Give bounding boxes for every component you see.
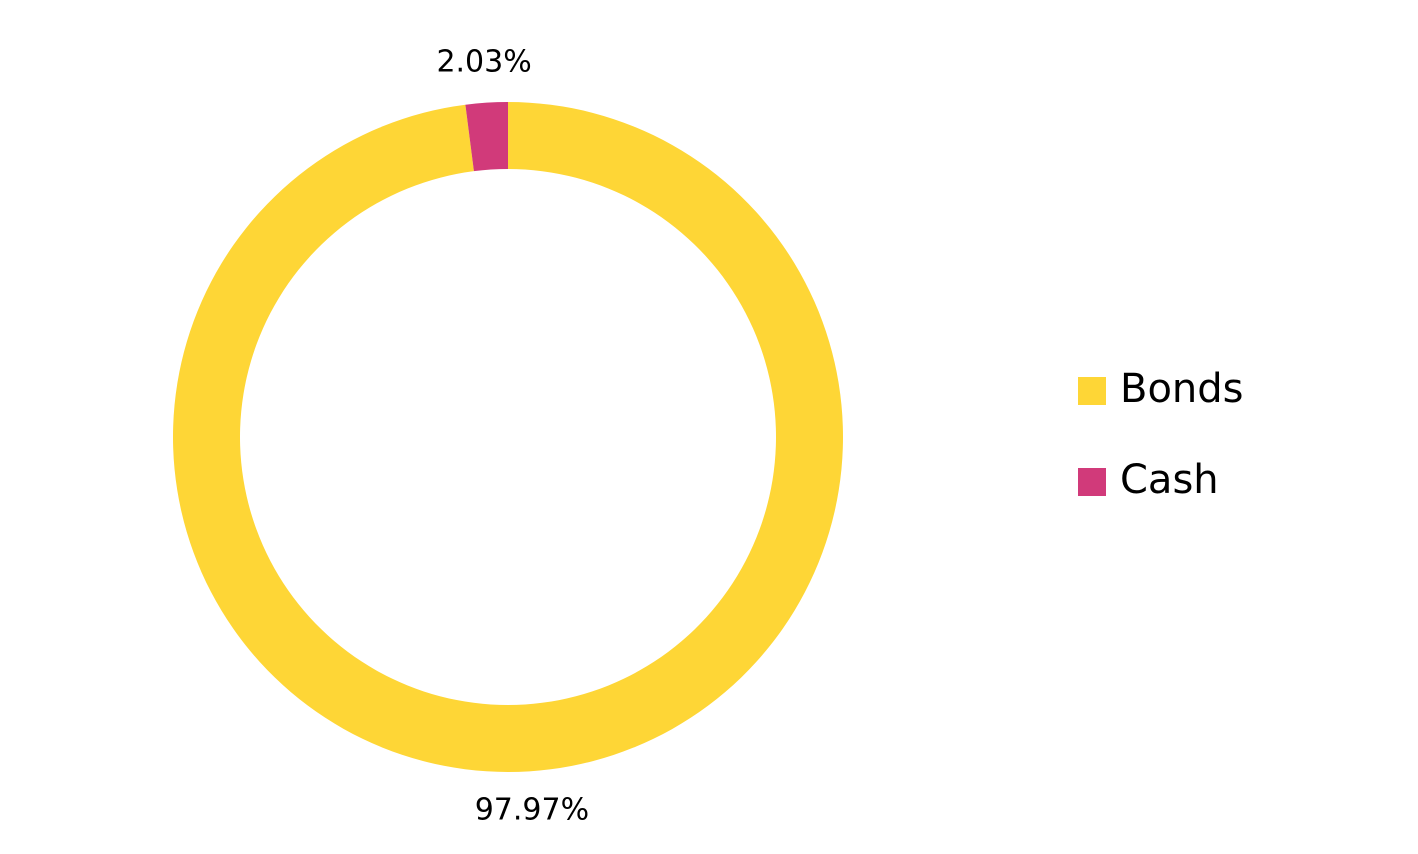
value-label: 97.97%: [475, 793, 589, 828]
legend-swatch: [1078, 377, 1106, 405]
legend-label: Bonds: [1120, 366, 1244, 412]
legend-swatch: [1078, 468, 1106, 496]
value-label: 2.03%: [436, 44, 531, 79]
legend-label: Cash: [1120, 457, 1219, 503]
donut-slice: [465, 102, 508, 172]
donut-slice: [173, 102, 844, 772]
